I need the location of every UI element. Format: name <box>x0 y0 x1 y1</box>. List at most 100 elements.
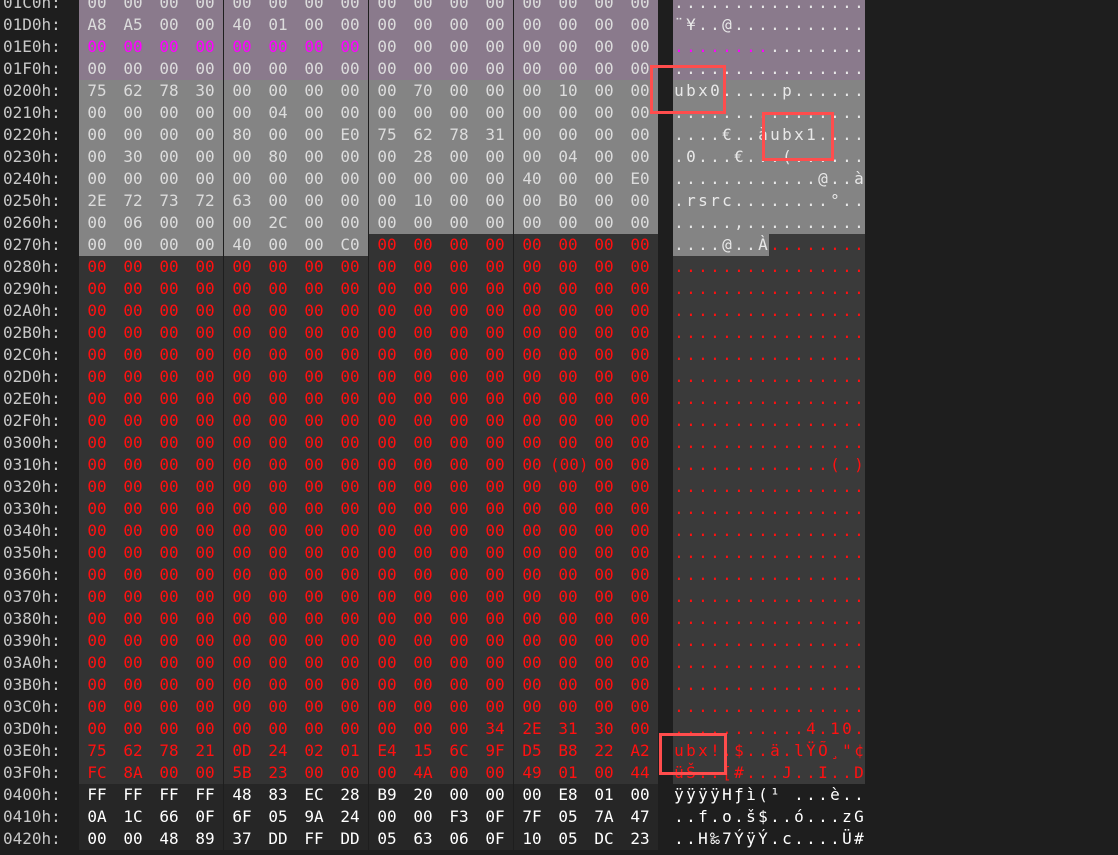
ascii-column[interactable]: ................ <box>673 256 865 278</box>
ascii-column[interactable]: ................ <box>673 564 865 586</box>
hex-byte[interactable]: 00 <box>514 784 550 806</box>
ascii-column[interactable]: ................ <box>673 542 865 564</box>
hex-byte[interactable]: 00 <box>441 674 477 696</box>
hex-byte[interactable]: 00 <box>260 36 296 58</box>
hex-byte[interactable]: 00 <box>332 168 368 190</box>
hex-byte[interactable]: 00 <box>550 14 586 36</box>
hex-byte[interactable]: 00 <box>115 124 151 146</box>
hex-byte[interactable]: 00 <box>187 498 223 520</box>
hex-byte[interactable]: 05 <box>260 806 296 828</box>
hex-byte[interactable]: 00 <box>79 58 115 80</box>
hex-byte[interactable]: 00 <box>441 476 477 498</box>
hex-byte[interactable]: 00 <box>115 102 151 124</box>
hex-byte[interactable]: 00 <box>477 542 513 564</box>
hex-byte[interactable]: 00 <box>514 366 550 388</box>
hex-byte[interactable]: 00 <box>477 476 513 498</box>
hex-byte[interactable]: 00 <box>550 234 586 256</box>
hex-byte[interactable]: 00 <box>441 256 477 278</box>
hex-byte[interactable]: 00 <box>224 520 260 542</box>
hex-byte[interactable]: 00 <box>332 366 368 388</box>
hex-byte[interactable]: 63 <box>224 190 260 212</box>
hex-byte[interactable]: 00 <box>260 344 296 366</box>
ascii-column[interactable]: u b x!. $.. ä. l Ÿ Õ ¸ " ¢ <box>673 740 865 762</box>
hex-byte[interactable]: 7A <box>586 806 622 828</box>
hex-byte[interactable]: 00 <box>622 432 658 454</box>
hex-byte[interactable]: 37 <box>224 828 260 850</box>
hex-byte[interactable]: 49 <box>514 762 550 784</box>
hex-byte[interactable]: 00 <box>115 366 151 388</box>
hex-byte[interactable]: 2E <box>79 190 115 212</box>
hex-byte[interactable]: 00 <box>187 278 223 300</box>
hex-byte[interactable]: 00 <box>79 322 115 344</box>
hex-byte[interactable]: (00) <box>550 454 589 476</box>
hex-byte[interactable]: 72 <box>115 190 151 212</box>
hex-byte[interactable]: 00 <box>224 630 260 652</box>
hex-byte[interactable]: 00 <box>477 0 513 14</box>
hex-byte[interactable]: 00 <box>115 322 151 344</box>
hex-byte[interactable]: 00 <box>224 388 260 410</box>
hex-byte[interactable]: 00 <box>187 388 223 410</box>
hex-byte[interactable]: 00 <box>550 322 586 344</box>
hex-byte[interactable]: 00 <box>79 0 115 14</box>
hex-byte[interactable]: 10 <box>514 828 550 850</box>
hex-byte[interactable]: 00 <box>369 454 405 476</box>
hex-byte[interactable]: 00 <box>405 696 441 718</box>
hex-byte[interactable]: 89 <box>187 828 223 850</box>
hex-byte[interactable]: 00 <box>79 344 115 366</box>
hex-byte[interactable]: 00 <box>79 366 115 388</box>
hex-byte[interactable]: 00 <box>514 80 550 102</box>
hex-byte[interactable]: 00 <box>514 234 550 256</box>
hex-byte[interactable]: 00 <box>441 234 477 256</box>
hex-byte[interactable]: 00 <box>224 542 260 564</box>
hex-byte[interactable]: 00 <box>586 388 622 410</box>
hex-byte[interactable]: 00 <box>369 476 405 498</box>
hex-byte[interactable]: 00 <box>586 608 622 630</box>
hex-byte[interactable]: 01 <box>586 784 622 806</box>
hex-byte[interactable]: 00 <box>441 102 477 124</box>
hex-byte[interactable]: 00 <box>296 0 332 14</box>
hex-byte[interactable]: 00 <box>296 322 332 344</box>
ascii-column[interactable]: ................ <box>673 652 865 674</box>
hex-byte[interactable]: 00 <box>405 652 441 674</box>
hex-byte[interactable]: 2C <box>260 212 296 234</box>
hex-byte[interactable]: 00 <box>79 520 115 542</box>
hex-byte[interactable]: 00 <box>441 784 477 806</box>
hex-byte[interactable]: 00 <box>514 586 550 608</box>
hex-byte[interactable]: 00 <box>477 190 513 212</box>
hex-byte[interactable]: 00 <box>151 586 187 608</box>
hex-byte[interactable]: 70 <box>405 80 441 102</box>
hex-byte[interactable]: 00 <box>187 344 223 366</box>
hex-byte[interactable]: 00 <box>514 652 550 674</box>
hex-byte[interactable]: 00 <box>441 212 477 234</box>
hex-byte[interactable]: 00 <box>332 80 368 102</box>
hex-byte[interactable]: 00 <box>79 718 115 740</box>
hex-byte[interactable]: 00 <box>151 608 187 630</box>
hex-byte[interactable]: E0 <box>332 124 368 146</box>
hex-byte[interactable]: 00 <box>187 300 223 322</box>
hex-byte[interactable]: 40 <box>224 14 260 36</box>
hex-byte[interactable]: 00 <box>187 146 223 168</box>
hex-byte[interactable]: 00 <box>622 718 658 740</box>
hex-byte[interactable]: 00 <box>514 630 550 652</box>
hex-byte[interactable]: 00 <box>477 498 513 520</box>
hex-byte[interactable]: 00 <box>187 36 223 58</box>
hex-byte[interactable]: 00 <box>296 366 332 388</box>
hex-byte[interactable]: 00 <box>224 586 260 608</box>
hex-byte[interactable]: 00 <box>550 476 586 498</box>
hex-byte[interactable]: 30 <box>187 80 223 102</box>
ascii-column[interactable]: ............ @.. à <box>673 168 865 190</box>
hex-byte[interactable]: 00 <box>187 586 223 608</box>
hex-byte[interactable]: 00 <box>187 542 223 564</box>
hex-byte[interactable]: 00 <box>332 674 368 696</box>
hex-byte[interactable]: 00 <box>296 190 332 212</box>
ascii-column[interactable]: .. f. o. š $.. ó... z G <box>674 807 864 826</box>
hex-byte[interactable]: 00 <box>260 0 296 14</box>
hex-byte[interactable]: 00 <box>622 564 658 586</box>
hex-byte[interactable]: 00 <box>405 300 441 322</box>
hex-byte[interactable]: 00 <box>586 366 622 388</box>
hex-byte[interactable]: 00 <box>586 322 622 344</box>
hex-byte[interactable]: FC <box>79 762 115 784</box>
hex-byte[interactable]: 44 <box>622 762 658 784</box>
ascii-column[interactable]: ................ <box>673 586 865 608</box>
hex-byte[interactable]: 00 <box>187 762 223 784</box>
